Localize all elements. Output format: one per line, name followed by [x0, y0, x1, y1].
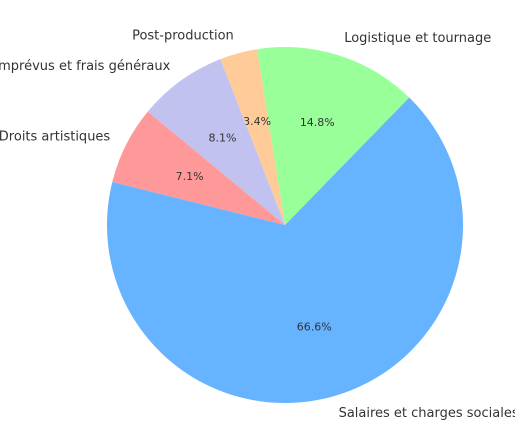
value-label: 66.6%	[297, 321, 332, 334]
pie-slice	[220, 49, 285, 226]
value-label: 7.1%	[176, 170, 204, 183]
slice-label: Droits artistiques	[0, 129, 110, 144]
slice-label: Imprévus et frais généraux	[0, 59, 171, 74]
pie-slice	[257, 47, 410, 225]
value-label: 3.4%	[243, 115, 271, 128]
pie-slice	[147, 59, 285, 226]
slice-label: Logistique et tournage	[344, 31, 491, 46]
pie-slice	[107, 97, 463, 404]
slice-label: Post-production	[132, 29, 234, 44]
pie-slice	[112, 111, 286, 225]
value-label: 8.1%	[208, 131, 236, 144]
slice-label: Salaires et charges sociales	[339, 406, 515, 421]
value-label: 14.8%	[300, 116, 335, 129]
